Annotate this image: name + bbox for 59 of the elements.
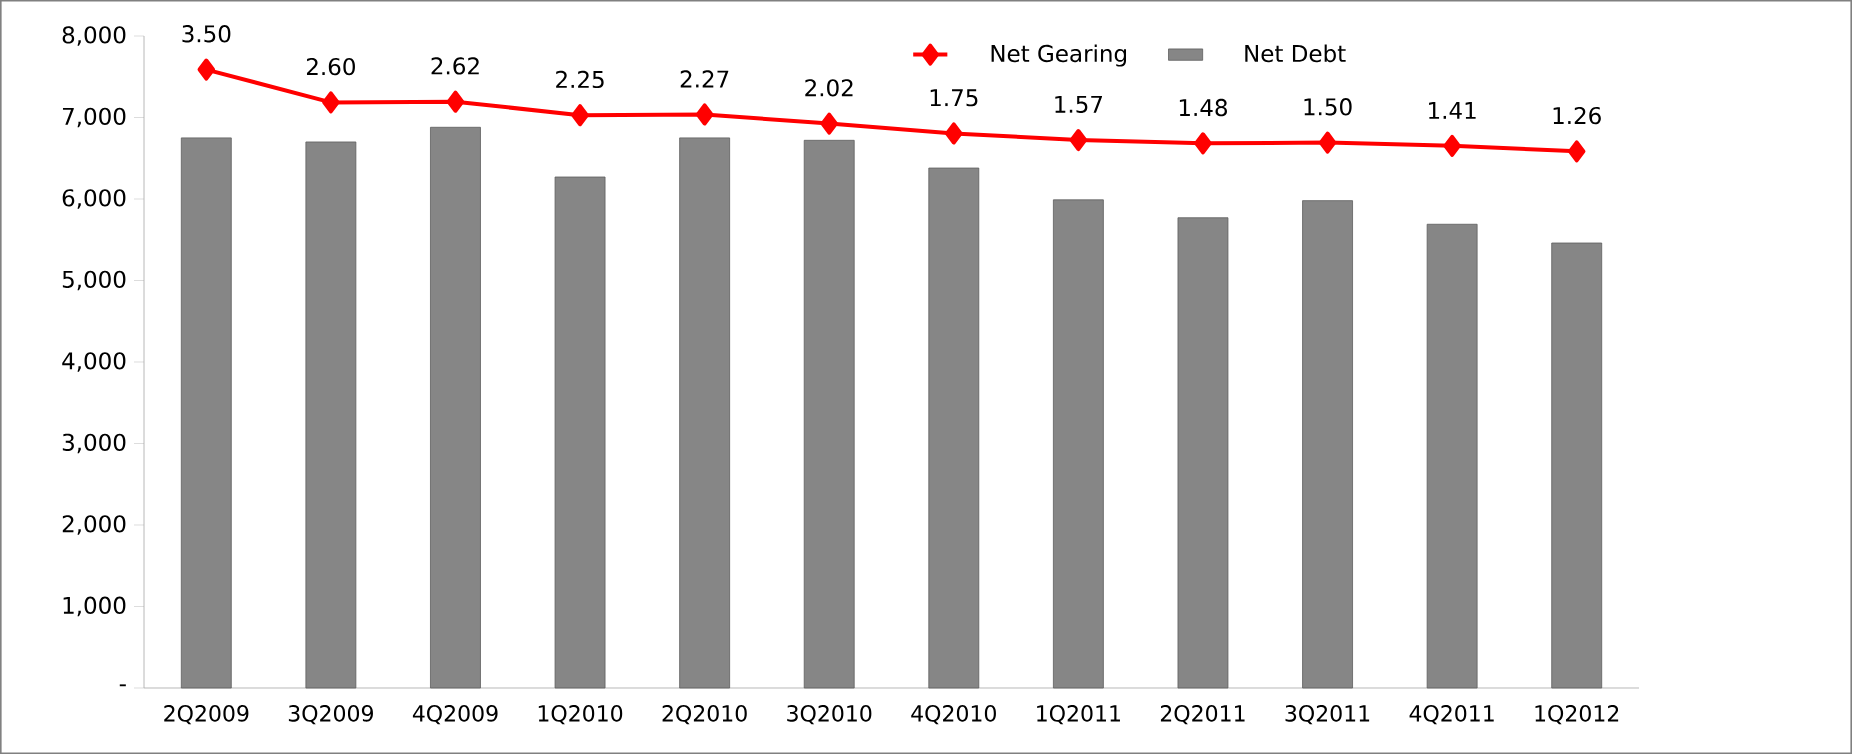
legend-label: Net Debt [1245, 44, 1346, 63]
x-tick-label: 2Q2010 [662, 705, 747, 725]
x-tick-label: 4Q2011 [1409, 705, 1494, 725]
y-tick-label: - [119, 684, 126, 687]
x-tick-label: 2Q2011 [1160, 705, 1245, 725]
y-tick-label: 7,000 [62, 107, 126, 128]
bar [554, 176, 606, 689]
bar [1052, 199, 1104, 689]
x-tick-label: 4Q2009 [412, 705, 498, 725]
y-tick-label: 3,000 [62, 433, 126, 454]
data-label: 2.27 [680, 70, 729, 88]
data-label: 2.60 [306, 57, 355, 76]
point [820, 112, 838, 135]
bar [1177, 217, 1229, 689]
data-label: 1.48 [1179, 98, 1227, 117]
data-label: 1.75 [930, 89, 978, 107]
x-tick-label: 1Q2010 [538, 705, 623, 725]
x-tick-label: 3Q2010 [787, 705, 872, 725]
bar [1302, 200, 1353, 689]
x-tick-label: 1Q2012 [1535, 705, 1619, 725]
bar [803, 139, 855, 689]
bar [928, 167, 980, 689]
y-tick-label: 6,000 [62, 189, 126, 209]
y-tick-label: 8,000 [62, 26, 126, 46]
point [571, 104, 589, 127]
point [322, 91, 340, 114]
x-tick-label: 3Q2009 [288, 705, 373, 725]
point [197, 58, 216, 81]
bar [679, 137, 731, 689]
data-label: 3.50 [182, 25, 231, 43]
data-label: 1.50 [1304, 98, 1352, 116]
bar [1551, 242, 1603, 689]
point [1194, 132, 1212, 155]
data-label: 2.25 [556, 70, 604, 89]
y-tick-label: 1,000 [63, 596, 126, 617]
point [695, 103, 714, 126]
point [1443, 134, 1461, 157]
y-tick-label: 4,000 [62, 352, 126, 372]
x-tick-label: 4Q2010 [911, 705, 996, 725]
data-label: 1.26 [1553, 106, 1601, 125]
x-tick-label: 1Q2011 [1037, 705, 1120, 725]
data-label: 1.41 [1429, 102, 1476, 119]
point [446, 90, 465, 113]
data-label: 2.02 [805, 79, 853, 97]
data-label: 1.57 [1055, 95, 1103, 113]
bar [180, 137, 232, 689]
bar [1426, 223, 1478, 689]
point [1069, 129, 1088, 152]
legend-label: Net Gearing [991, 44, 1127, 67]
y-tick-label: 5,000 [62, 270, 126, 291]
x-tick-label: 2Q2009 [164, 705, 249, 725]
bar [430, 126, 481, 689]
data-label: 2.62 [431, 57, 479, 75]
bar [305, 141, 357, 689]
point [945, 122, 963, 145]
x-tick-label: 3Q2011 [1285, 705, 1370, 725]
point [1567, 140, 1586, 163]
y-tick-label: 2,000 [62, 515, 126, 535]
point [1318, 131, 1337, 154]
